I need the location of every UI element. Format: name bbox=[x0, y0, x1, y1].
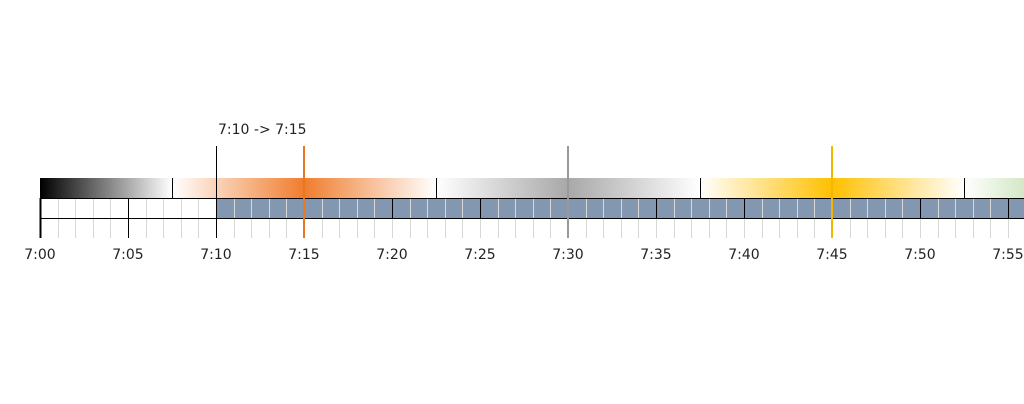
tick-label: 7:55 bbox=[992, 247, 1023, 263]
tick-label: 7:15 bbox=[288, 247, 319, 263]
phase-band bbox=[964, 178, 1024, 198]
selection-bar[interactable] bbox=[216, 198, 1024, 218]
tick-label: 7:45 bbox=[816, 247, 847, 263]
tick-label: 7:30 bbox=[552, 247, 583, 263]
tick-label: 7:40 bbox=[728, 247, 759, 263]
tick-label: 7:05 bbox=[112, 247, 143, 263]
phase-bands bbox=[40, 178, 1024, 198]
tick-label: 7:20 bbox=[376, 247, 407, 263]
tick-label: 7:10 bbox=[200, 247, 231, 263]
axis-labels: 7:00 7:05 7:10 7:15 7:20 7:25 7:30 7:35 7:40 7:45… bbox=[24, 247, 1023, 263]
tick-label: 7:25 bbox=[464, 247, 495, 263]
phase-band bbox=[40, 178, 172, 198]
selection-label: 7:10 -> 7:15 bbox=[218, 122, 307, 138]
tick-label: 7:50 bbox=[904, 247, 935, 263]
tick-label: 7:35 bbox=[640, 247, 671, 263]
tick-label: 7:00 bbox=[24, 247, 55, 263]
